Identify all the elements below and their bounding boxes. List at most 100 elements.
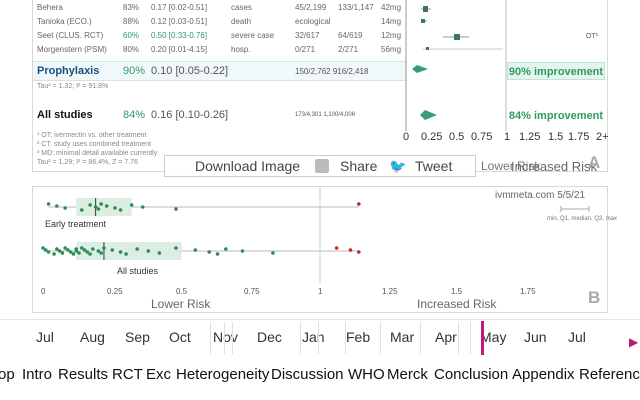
forest-plot-panel: Behera 83% 0.17 [0.02-0.51] cases 45/2,1… (32, 0, 609, 174)
axis-tick: 2+ (596, 131, 609, 143)
estimate-square (426, 47, 429, 50)
study-ci: 0.17 [0.02-0.51] (151, 3, 208, 12)
nav-item-heterogeneity[interactable]: Heterogeneity (176, 366, 270, 383)
nav-item-top[interactable]: op (0, 366, 15, 383)
study-percent: 80% (123, 45, 140, 54)
early-treatment-study-point (104, 204, 109, 208)
increased-risk-label: Increased Risk (511, 159, 597, 174)
axis-tick: 1.5 (548, 131, 564, 143)
all-studies-study-point (52, 252, 56, 256)
section-nav: op Intro Results RCT Exc Heterogeneity D… (0, 366, 640, 392)
estimate-square (423, 6, 428, 12)
all-studies-iqr-box (76, 242, 182, 260)
timeline-month[interactable]: Aug (80, 329, 105, 345)
study-percent: 83% (123, 3, 140, 12)
all-studies-study-point (207, 250, 211, 254)
share-button[interactable]: Share (340, 158, 378, 174)
nav-item-discussion[interactable]: Discussion (271, 366, 344, 383)
early-treatment-study-point (88, 203, 92, 207)
axis-tick: 1.5 (451, 287, 463, 296)
all-studies-study-point (174, 246, 178, 250)
study-control-n: 64/619 (338, 31, 363, 40)
timeline-month[interactable]: May (480, 329, 507, 345)
early-treatment-study-point (93, 205, 98, 209)
axis-tick: 0.5 (449, 131, 465, 143)
nav-item-exc[interactable]: Exc (146, 366, 172, 383)
axis-tick: 0.75 (471, 131, 493, 143)
all-studies-study-point (66, 248, 70, 252)
study-outcome: severe case (231, 31, 275, 40)
prophylaxis-diamond (412, 65, 428, 73)
timeline-month[interactable]: Jun (524, 329, 547, 345)
all-studies-study-point (240, 249, 245, 253)
study-dose: 42mg (381, 3, 402, 12)
study-outcome: cases (231, 3, 252, 12)
all-studies-study-point (57, 249, 62, 253)
nav-item-results[interactable]: Results (58, 366, 109, 383)
twitter-icon[interactable]: 🐦 (389, 158, 407, 174)
footnote: Tau² = 1.29; I² = 86.4%, Z = 7.76 (37, 159, 138, 166)
axis-tick: 0 (403, 131, 410, 143)
nav-item-who[interactable]: WHO (348, 366, 385, 383)
all-studies-study-point (193, 248, 198, 252)
timeline-month[interactable]: Sep (125, 329, 150, 345)
all-studies-study-point (46, 250, 51, 254)
study-ci: 0.50 [0.33-0.76] (151, 31, 208, 40)
timeline-month[interactable]: Jul (568, 329, 586, 345)
distribution-plot (41, 187, 590, 283)
all-studies-study-point (63, 246, 67, 250)
all-studies-study-point (55, 247, 59, 251)
estimate-square (454, 34, 460, 40)
all-studies-study-point (224, 247, 228, 251)
study-name: Seet (CLUS. RCT) (37, 31, 104, 40)
all-studies-study-point (43, 248, 48, 252)
facebook-icon[interactable] (315, 159, 329, 173)
timeline-current-marker[interactable] (481, 321, 484, 355)
timeline-month[interactable]: Mar (390, 329, 415, 345)
study-percent: 60% (123, 31, 140, 40)
study-outcome: hosp. (231, 45, 251, 54)
study-treatment-n: 45/2,199 (295, 3, 327, 12)
nav-item-rct[interactable]: RCT (112, 366, 143, 383)
timeline-month[interactable]: Dec (257, 329, 282, 345)
download-image-button[interactable]: Download Image (195, 158, 301, 174)
study-name: Behera (37, 3, 63, 12)
estimate-square (421, 19, 425, 23)
timeline-month[interactable]: Apr (435, 329, 457, 345)
early-treatment-study-point (129, 203, 134, 207)
footnote: ² CT: study uses combined treatment (37, 141, 151, 148)
play-icon[interactable]: ▶ (629, 335, 639, 349)
nav-item-intro[interactable]: Intro (22, 366, 53, 383)
timeline-month[interactable]: Nov (213, 329, 238, 345)
early-treatment-study-point (140, 205, 145, 209)
nav-item-references[interactable]: References (579, 366, 640, 383)
panel-letter-b: B (588, 288, 601, 307)
axis-tick: 0.5 (176, 287, 188, 296)
all-studies-study-point (110, 248, 115, 252)
timeline-month[interactable]: Oct (169, 329, 191, 345)
timeline-bar[interactable]: Jul Aug Sep Oct Nov Dec Jan Feb Mar Apr … (0, 319, 640, 355)
nav-item-merck[interactable]: Merck (387, 366, 428, 383)
early-treatment-study-point (113, 206, 117, 210)
lower-risk-label: Lower Risk (481, 159, 541, 173)
timeline-month[interactable]: Jan (302, 329, 325, 345)
early-treatment-study-point (63, 206, 67, 210)
summary-name: All studies (37, 109, 93, 121)
all-studies-study-point (334, 246, 339, 250)
timeline-month[interactable]: Feb (346, 329, 371, 345)
study-name: Tanioka (ECO.) (37, 17, 92, 26)
all-studies-study-point (71, 252, 76, 256)
nav-item-conclusion[interactable]: Conclusion (434, 366, 509, 383)
all-studies-study-point (135, 247, 139, 251)
all-studies-study-point (118, 250, 123, 254)
tweet-button[interactable]: Tweet (415, 158, 453, 174)
early-treatment-study-point (356, 202, 361, 206)
study-treatment-n: 0/271 (295, 45, 316, 54)
study-row: Morgenstern (PSM) 80% 0.20 [0.01-4.15] h… (33, 45, 407, 55)
nav-item-appendix[interactable]: Appendix (512, 366, 575, 383)
early-treatment-study-point (96, 207, 101, 211)
study-row: Tanioka (ECO.) 88% 0.12 [0.03-0.51] deat… (33, 17, 407, 27)
axis-tick: 1 (318, 287, 323, 296)
footnote: ¹ OT: ivermectin vs. other treatment (37, 132, 147, 139)
timeline-month[interactable]: Jul (36, 329, 54, 345)
